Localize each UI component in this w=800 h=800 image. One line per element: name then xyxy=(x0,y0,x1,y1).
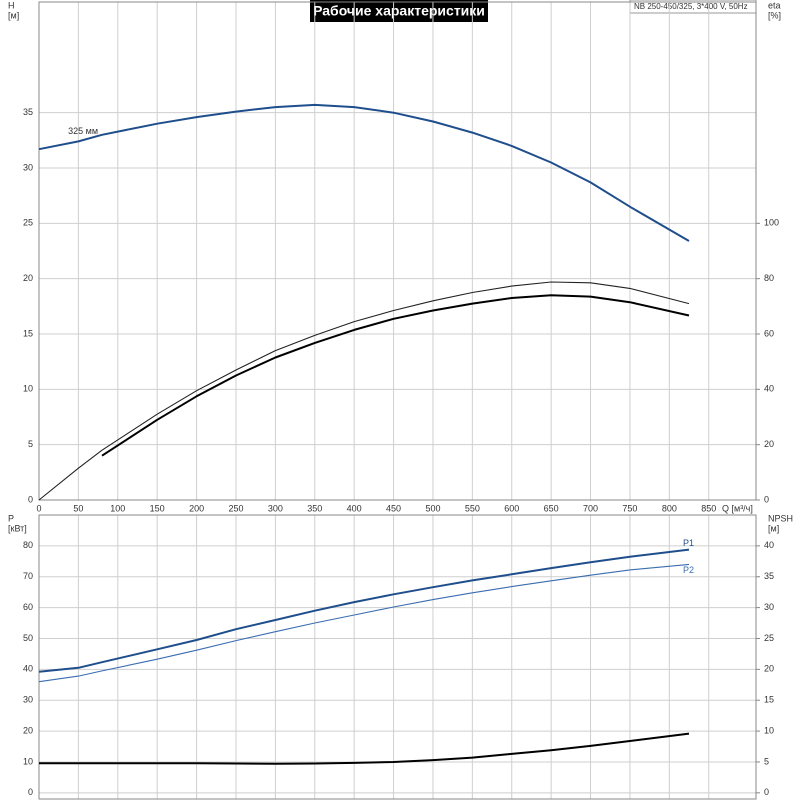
plot-frame xyxy=(38,1,757,501)
x-tick-label: 150 xyxy=(150,503,165,513)
y2-axis-unit: [%] xyxy=(768,10,781,20)
x-tick-label: 100 xyxy=(110,503,125,513)
x-tick-label: 250 xyxy=(228,503,243,513)
y2-tick-label: 40 xyxy=(764,384,774,394)
y2-tick-label: 35 xyxy=(764,571,774,581)
x-tick-label: 200 xyxy=(189,503,204,513)
x-tick-label: 700 xyxy=(583,503,598,513)
x-tick-label: 750 xyxy=(622,503,637,513)
y2-tick-label: 0 xyxy=(764,494,769,504)
y-tick-label: 30 xyxy=(23,695,33,705)
series-label: P2 xyxy=(683,565,694,575)
plot-frame xyxy=(38,514,757,800)
x-tick-label: 650 xyxy=(544,503,559,513)
curve-annotation: 325 мм xyxy=(68,126,98,136)
y-tick-label: 80 xyxy=(23,540,33,550)
y-tick-label: 60 xyxy=(23,602,33,612)
y-tick-label: 10 xyxy=(23,384,33,394)
y-tick-label: 50 xyxy=(23,633,33,643)
y2-tick-label: 25 xyxy=(764,633,774,643)
x-tick-label: 400 xyxy=(347,503,362,513)
x-tick-label: 600 xyxy=(504,503,519,513)
y-tick-label: 0 xyxy=(28,787,33,797)
y-tick-label: 10 xyxy=(23,756,33,766)
x-tick-label: 350 xyxy=(307,503,322,513)
y2-tick-label: 20 xyxy=(764,439,774,449)
y2-tick-label: 15 xyxy=(764,695,774,705)
model-text: NB 250-450/325, 3*400 V, 50Hz xyxy=(634,2,748,11)
y2-axis-label: NPSH xyxy=(768,513,793,523)
y2-axis-label: eta xyxy=(768,0,781,10)
y-tick-label: 35 xyxy=(23,107,33,117)
y2-tick-label: 10 xyxy=(764,725,774,735)
x-tick-label: 850 xyxy=(701,503,716,513)
x-tick-label: 300 xyxy=(268,503,283,513)
y2-tick-label: 30 xyxy=(764,602,774,612)
y-axis-unit: [м] xyxy=(8,10,19,20)
x-tick-label: 50 xyxy=(73,503,83,513)
y-tick-label: 15 xyxy=(23,328,33,338)
y2-tick-label: 20 xyxy=(764,664,774,674)
y-tick-label: 5 xyxy=(28,439,33,449)
y2-tick-label: 40 xyxy=(764,540,774,550)
y-tick-label: 25 xyxy=(23,218,33,228)
x-tick-label: 800 xyxy=(662,503,677,513)
x-tick-label: 0 xyxy=(36,503,41,513)
y-axis-label: P xyxy=(8,513,14,523)
x-axis-label: Q [м³/ч] xyxy=(722,503,753,513)
y-tick-label: 20 xyxy=(23,725,33,735)
y2-tick-label: 5 xyxy=(764,756,769,766)
series-line xyxy=(38,103,690,242)
y2-tick-label: 60 xyxy=(764,328,774,338)
chart-title: Рабочие характеристики xyxy=(313,3,485,19)
x-tick-label: 550 xyxy=(465,503,480,513)
y-tick-label: 0 xyxy=(28,494,33,504)
series-line xyxy=(101,294,690,457)
y2-tick-label: 80 xyxy=(764,273,774,283)
series-line xyxy=(38,548,690,673)
y-tick-label: 20 xyxy=(23,273,33,283)
y-axis-label: H xyxy=(8,0,15,10)
x-tick-label: 500 xyxy=(425,503,440,513)
y2-tick-label: 100 xyxy=(764,218,779,228)
y-tick-label: 30 xyxy=(23,162,33,172)
y2-tick-label: 0 xyxy=(764,787,769,797)
y2-axis-unit: [м] xyxy=(768,523,779,533)
series-line xyxy=(38,563,690,683)
y-tick-label: 70 xyxy=(23,571,33,581)
y-axis-unit: [кВт] xyxy=(8,523,27,533)
series-label: P1 xyxy=(683,538,694,548)
series-line xyxy=(39,732,690,765)
y-tick-label: 40 xyxy=(23,664,33,674)
series-line xyxy=(38,281,690,501)
x-tick-label: 450 xyxy=(386,503,401,513)
